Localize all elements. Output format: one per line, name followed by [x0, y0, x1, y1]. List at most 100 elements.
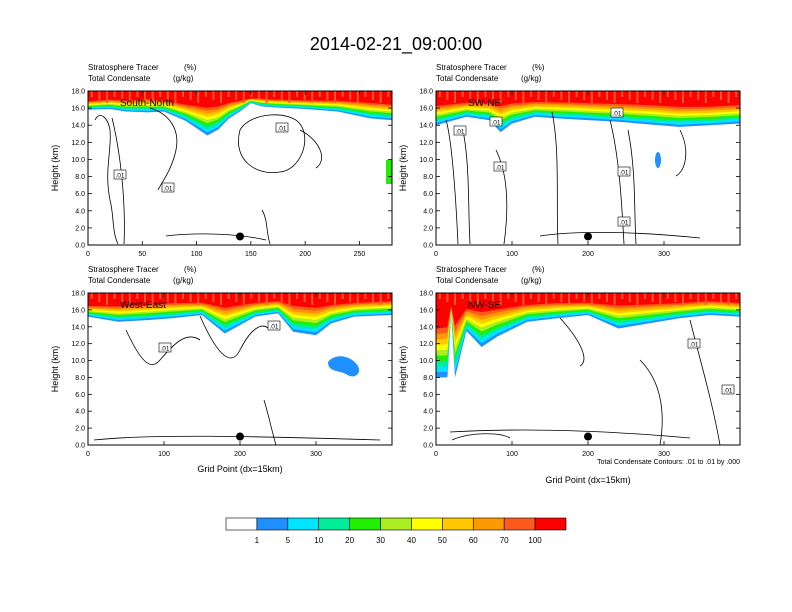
condensate-contour: [689, 319, 721, 445]
svg-text:.01: .01: [619, 170, 628, 177]
colorbar-label: 50: [438, 536, 447, 545]
y-tick-label: 4.0: [423, 409, 433, 416]
contour-label: .01: [610, 107, 624, 118]
condensate-contour: [94, 115, 119, 245]
colorbar-swatch: [472, 517, 505, 531]
tracer-field: [88, 91, 392, 184]
condensate-contour: [199, 315, 271, 359]
colorbar-label: 5: [286, 536, 291, 545]
y-tick-label: 18.0: [71, 291, 85, 298]
y-axis-label: Height (km): [398, 346, 408, 393]
y-tick-label: 0.0: [423, 443, 433, 450]
y-tick-label: 12.0: [71, 341, 85, 348]
x-tick-label: 0: [434, 451, 438, 458]
contour-label: .01: [275, 122, 289, 133]
colorbar-label: 30: [376, 536, 385, 545]
panel-label: SW-NE: [468, 98, 501, 109]
condensate-contour: [263, 399, 277, 445]
x-tick-label: 100: [158, 451, 170, 458]
header-left-1: Stratosphere Tracer: [436, 63, 507, 72]
svg-text:.01: .01: [163, 186, 172, 193]
x-axis-label: Grid Point (dx=15km): [197, 464, 282, 474]
x-tick-label: 300: [658, 451, 670, 458]
location-marker: [584, 232, 592, 241]
x-tick-label: 0: [86, 251, 90, 258]
svg-text:.01: .01: [160, 346, 169, 353]
header-right-2: (g/kg): [521, 74, 542, 83]
y-tick-label: 14.0: [71, 123, 85, 130]
svg-text:.01: .01: [619, 220, 628, 227]
colorbar-label: 20: [345, 536, 354, 545]
y-tick-label: 10.0: [71, 157, 85, 164]
x-tick-label: 100: [191, 251, 203, 258]
y-tick-label: 16.0: [71, 106, 85, 113]
contour-label: .01: [617, 216, 631, 227]
y-tick-label: 0.0: [75, 443, 85, 450]
condensate-contour: [299, 129, 322, 169]
y-tick-label: 4.0: [423, 208, 433, 215]
x-tick-label: 0: [434, 251, 438, 258]
y-tick-label: 12.0: [419, 341, 433, 348]
header-right-2: (g/kg): [173, 74, 194, 83]
y-tick-label: 8.0: [423, 174, 433, 181]
header-left-1: Stratosphere Tracer: [436, 265, 507, 274]
x-tick-label: 300: [310, 451, 322, 458]
header-right-1: (%): [184, 63, 197, 72]
header-left-2: Total Condensate: [436, 276, 499, 285]
condensate-contour: [675, 129, 687, 177]
condensate-contour: [559, 317, 585, 367]
colorbar-label: 60: [469, 536, 478, 545]
y-tick-label: 14.0: [419, 123, 433, 130]
colorbar: 1 5 10 20 30 40 50 60 70 100: [225, 517, 567, 545]
condensate-contours: [93, 315, 381, 445]
y-axis-label: Height (km): [50, 346, 60, 393]
y-tick-label: 4.0: [75, 208, 85, 215]
condensate-contour: [495, 149, 508, 245]
condensate-contours: [94, 107, 322, 245]
tracer-blob: [328, 356, 360, 377]
chart-panel-3: .01 .01 West-East Stratosphere Tracer (%) Tot…: [50, 265, 393, 474]
x-tick-label: 200: [582, 451, 594, 458]
tracer-band-level-10: [436, 293, 740, 329]
x-tick-label: 200: [234, 451, 246, 458]
colorbar-swatch: [442, 517, 474, 531]
plot-frame: [87, 90, 393, 246]
x-tick-label: 200: [582, 251, 594, 258]
x-tick-label: 300: [658, 251, 670, 258]
contour-label: .01: [493, 161, 507, 172]
condensate-contour: [261, 209, 271, 245]
colorbar-label: 70: [500, 536, 509, 545]
y-tick-label: 2.0: [423, 426, 433, 433]
condensate-contour: [125, 329, 201, 365]
colorbar-swatch: [411, 517, 443, 531]
condensate-contour: [461, 125, 471, 245]
colorbar-swatch: [349, 517, 381, 531]
tracer-field: [88, 293, 392, 377]
colorbar-swatch: [287, 517, 320, 531]
y-tick-label: 16.0: [419, 106, 433, 113]
y-tick-label: 0.0: [75, 243, 85, 250]
tracer-band-level-10: [88, 91, 392, 108]
colorbar-swatch: [380, 517, 412, 531]
colorbar-swatch: [503, 517, 536, 531]
y-tick-label: 18.0: [419, 89, 433, 96]
colorbar-swatch: [318, 517, 350, 531]
y-tick-label: 4.0: [75, 409, 85, 416]
condensate-contour: [165, 233, 267, 241]
condensate-contour: [93, 435, 381, 441]
condensate-contour: [609, 119, 625, 245]
location-marker: [584, 432, 592, 441]
condensate-contour: [451, 433, 511, 441]
condensate-contours: [445, 111, 701, 245]
figure-title: 2014-02-21_09:00:00: [310, 34, 482, 55]
y-tick-label: 6.0: [75, 392, 85, 399]
condensate-contour: [551, 111, 559, 245]
y-tick-label: 10.0: [419, 157, 433, 164]
colorbar-swatch: [225, 517, 258, 531]
svg-text:.01: .01: [689, 342, 698, 349]
y-tick-label: 6.0: [423, 392, 433, 399]
condensate-contour: [445, 119, 459, 245]
header-right-2: (g/kg): [521, 276, 542, 285]
y-tick-label: 6.0: [75, 191, 85, 198]
